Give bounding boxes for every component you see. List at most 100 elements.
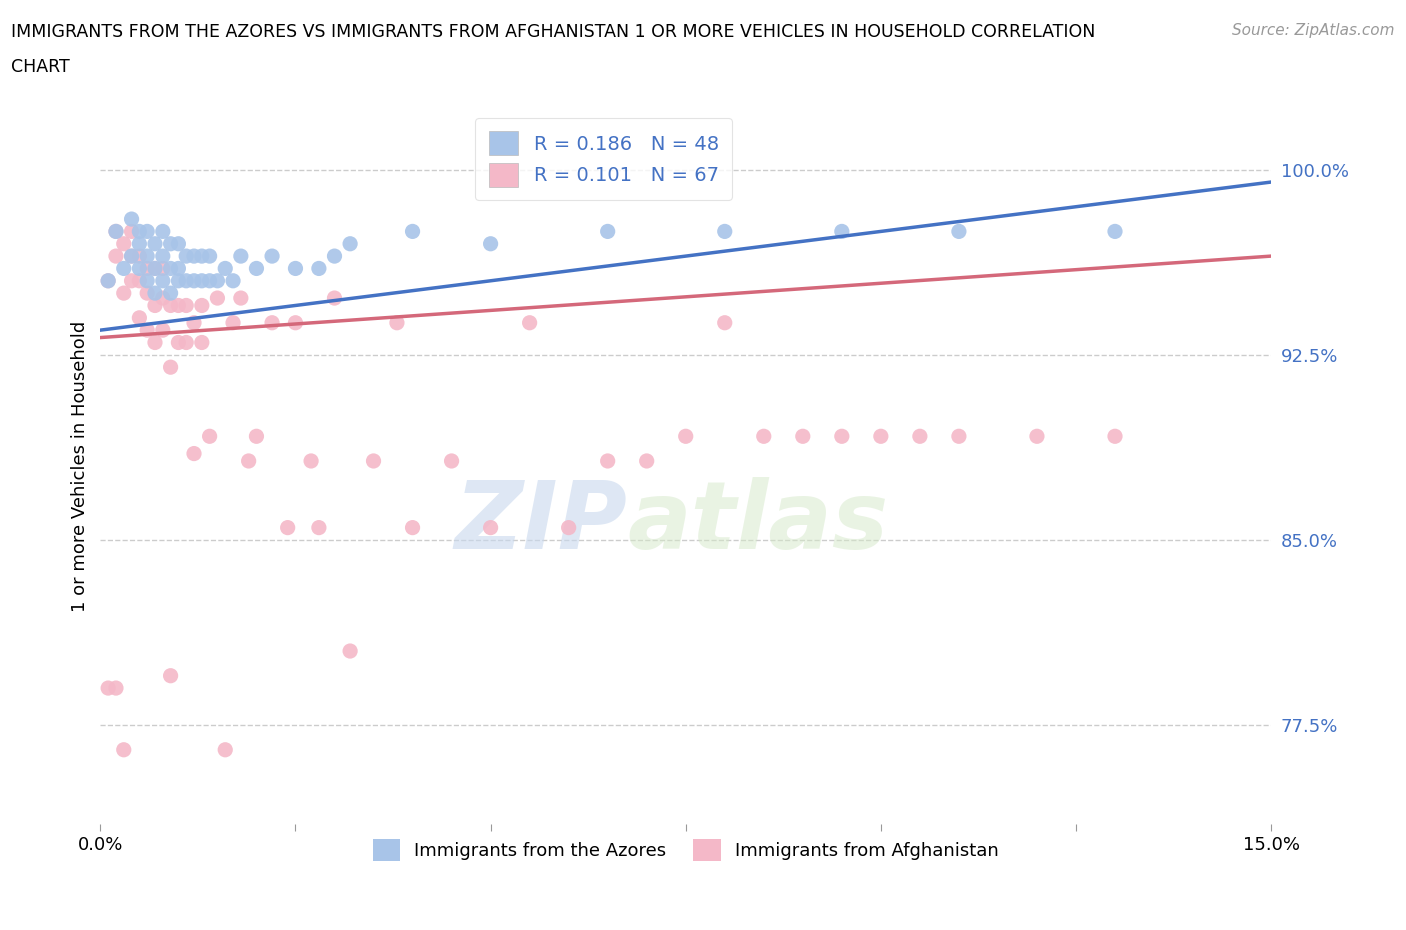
Point xyxy=(299,454,322,469)
Point xyxy=(159,261,181,276)
Point xyxy=(191,248,214,263)
Point xyxy=(152,273,174,288)
Point xyxy=(519,315,541,330)
Point xyxy=(128,224,150,239)
Point xyxy=(174,335,197,350)
Point xyxy=(222,273,245,288)
Point xyxy=(207,290,229,305)
Point xyxy=(159,236,181,251)
Point xyxy=(339,644,361,658)
Point xyxy=(260,315,283,330)
Point xyxy=(159,669,181,684)
Point xyxy=(128,248,150,263)
Point xyxy=(104,248,127,263)
Text: Source: ZipAtlas.com: Source: ZipAtlas.com xyxy=(1232,23,1395,38)
Point xyxy=(97,681,120,696)
Point xyxy=(198,248,221,263)
Point xyxy=(479,520,502,535)
Point xyxy=(174,273,197,288)
Point xyxy=(401,520,423,535)
Point xyxy=(143,298,166,312)
Point xyxy=(191,298,214,312)
Point xyxy=(128,311,150,325)
Point xyxy=(112,261,135,276)
Point xyxy=(128,236,150,251)
Point xyxy=(557,520,579,535)
Point xyxy=(479,236,502,251)
Point xyxy=(167,298,190,312)
Point xyxy=(831,224,853,239)
Point xyxy=(152,323,174,338)
Point xyxy=(112,742,135,757)
Point xyxy=(136,261,159,276)
Point xyxy=(104,224,127,239)
Point xyxy=(284,261,307,276)
Legend: Immigrants from the Azores, Immigrants from Afghanistan: Immigrants from the Azores, Immigrants f… xyxy=(366,832,1005,869)
Point xyxy=(167,273,190,288)
Point xyxy=(136,323,159,338)
Point xyxy=(152,224,174,239)
Point xyxy=(245,261,267,276)
Point xyxy=(401,224,423,239)
Point xyxy=(143,261,166,276)
Point xyxy=(183,248,205,263)
Point xyxy=(308,520,330,535)
Point xyxy=(152,248,174,263)
Point xyxy=(260,248,283,263)
Point xyxy=(167,335,190,350)
Point xyxy=(198,429,221,444)
Point xyxy=(97,273,120,288)
Point xyxy=(869,429,891,444)
Point xyxy=(183,446,205,461)
Point xyxy=(112,236,135,251)
Point xyxy=(159,286,181,300)
Point xyxy=(143,335,166,350)
Point xyxy=(174,298,197,312)
Point xyxy=(136,273,159,288)
Point xyxy=(214,742,236,757)
Point xyxy=(121,212,143,227)
Point xyxy=(713,224,735,239)
Point xyxy=(121,273,143,288)
Point xyxy=(128,261,150,276)
Point xyxy=(121,248,143,263)
Point xyxy=(112,286,135,300)
Point xyxy=(440,454,463,469)
Point xyxy=(831,429,853,444)
Point xyxy=(152,290,174,305)
Point xyxy=(214,261,236,276)
Point xyxy=(1104,429,1126,444)
Point xyxy=(713,315,735,330)
Point xyxy=(121,248,143,263)
Point xyxy=(245,429,267,444)
Point xyxy=(948,429,970,444)
Text: ZIP: ZIP xyxy=(454,477,627,569)
Point xyxy=(198,273,221,288)
Point xyxy=(323,290,346,305)
Point xyxy=(238,454,260,469)
Point xyxy=(222,315,245,330)
Point xyxy=(104,681,127,696)
Point xyxy=(121,224,143,239)
Point xyxy=(143,236,166,251)
Point xyxy=(183,315,205,330)
Text: CHART: CHART xyxy=(11,58,70,75)
Point xyxy=(596,224,619,239)
Point xyxy=(1104,224,1126,239)
Point xyxy=(136,286,159,300)
Point xyxy=(363,454,385,469)
Point xyxy=(277,520,299,535)
Point xyxy=(159,360,181,375)
Point xyxy=(229,290,252,305)
Point xyxy=(908,429,931,444)
Point xyxy=(1026,429,1049,444)
Point xyxy=(159,298,181,312)
Point xyxy=(167,236,190,251)
Point xyxy=(207,273,229,288)
Point xyxy=(792,429,814,444)
Point xyxy=(174,248,197,263)
Point xyxy=(104,224,127,239)
Point xyxy=(152,261,174,276)
Point xyxy=(636,454,658,469)
Point xyxy=(167,261,190,276)
